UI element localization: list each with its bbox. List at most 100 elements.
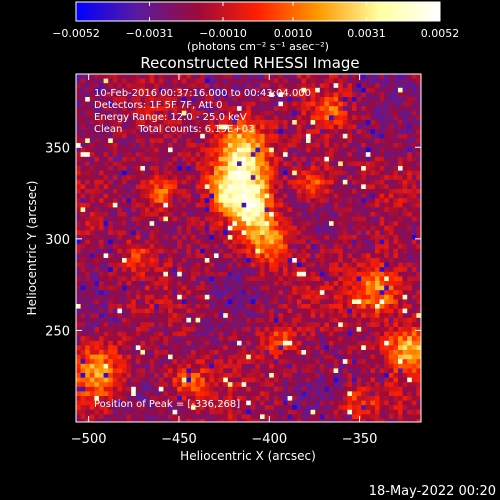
heatmap-pixel [76,138,81,144]
heatmap-pixel [306,179,311,185]
heatmap-pixel [283,290,288,296]
heatmap-pixel [269,193,275,199]
heatmap-pixel [117,83,123,89]
heatmap-pixel [416,212,421,217]
heatmap-pixel [237,189,242,194]
heatmap-pixel [402,198,408,204]
heatmap-pixel [411,281,417,286]
heatmap-pixel [384,129,390,135]
heatmap-pixel [195,248,201,254]
heatmap-pixel [89,166,95,171]
heatmap-pixel [255,373,261,378]
heatmap-pixel [80,345,86,351]
heatmap-pixel [94,350,100,355]
heatmap-pixel [278,179,284,185]
heatmap-pixel [241,253,247,259]
heatmap-pixel [352,198,357,204]
heatmap-pixel [108,156,114,162]
heatmap-pixel [241,221,247,227]
heatmap-pixel [158,363,164,369]
heatmap-pixel [232,202,238,208]
heatmap-pixel [172,193,178,199]
heatmap-pixel [214,152,219,158]
heatmap-pixel [324,120,330,125]
heatmap-pixel [158,327,164,332]
heatmap-pixel [393,78,399,84]
heatmap-pixel [347,138,353,144]
heatmap-pixel [163,74,169,79]
heatmap-pixel [200,267,206,273]
heatmap-pixel [172,262,178,268]
heatmap-pixel [232,271,238,277]
heatmap-pixel [117,290,123,296]
heatmap-pixel [255,281,261,286]
heatmap-pixel [347,327,353,332]
heatmap-pixel [250,161,256,167]
heatmap-pixel [108,216,114,222]
heatmap-pixel [76,331,81,337]
heatmap-pixel [264,235,270,240]
heatmap-pixel [103,281,109,286]
heatmap-pixel [99,101,104,107]
heatmap-pixel [310,78,316,84]
heatmap-pixel [140,83,146,89]
heatmap-pixel [76,92,81,98]
heatmap-pixel [384,308,390,314]
heatmap-pixel [237,166,242,171]
heatmap-pixel [140,313,146,319]
heatmap-pixel [122,285,127,291]
heatmap-pixel [407,248,413,254]
heatmap-pixel [227,212,233,217]
heatmap-pixel [301,143,307,148]
heatmap-pixel [108,304,114,309]
heatmap-pixel [112,198,118,204]
heatmap-pixel [214,317,219,323]
heatmap-pixel [76,258,81,263]
heatmap-pixel [112,354,118,360]
heatmap-pixel [108,313,114,319]
heatmap-pixel [99,244,104,250]
heatmap-pixel [76,336,81,342]
heatmap-pixel [76,83,81,89]
heatmap-pixel [324,212,330,217]
heatmap-pixel [301,253,307,259]
heatmap-pixel [163,92,169,98]
heatmap-pixel [209,97,215,102]
heatmap-pixel [117,152,123,158]
heatmap-pixel [204,281,210,286]
heatmap-pixel [186,74,192,79]
heatmap-pixel [135,359,141,365]
heatmap-pixel [200,115,206,121]
heatmap-pixel [352,327,357,332]
heatmap-pixel [250,152,256,158]
heatmap-pixel [172,336,178,342]
heatmap-pixel [131,317,137,323]
heatmap-pixel [264,317,270,323]
heatmap-pixel [333,317,339,323]
colorbar-scale [75,1,441,22]
heatmap-pixel [80,248,86,254]
heatmap-pixel [154,276,160,282]
heatmap-pixel [398,156,403,162]
heatmap-pixel [94,248,100,254]
heatmap-pixel [278,267,284,273]
heatmap-pixel [218,202,224,208]
heatmap-pixel [333,363,339,369]
heatmap-pixel [402,363,408,369]
heatmap-pixel [195,110,201,116]
heatmap-pixel [324,363,330,369]
heatmap-pixel [204,345,210,351]
heatmap-pixel [402,189,408,194]
heatmap-pixel [273,110,279,116]
heatmap-pixel [214,368,219,374]
heatmap-pixel [356,290,362,296]
heatmap-pixel [149,221,155,227]
heatmap-pixel [283,101,288,107]
heatmap-pixel [379,143,385,148]
heatmap-pixel [195,152,201,158]
heatmap-pixel [117,143,123,148]
heatmap-pixel [227,225,233,231]
heatmap-pixel [301,92,307,98]
heatmap-pixel [209,115,215,121]
heatmap-pixel [232,207,238,213]
